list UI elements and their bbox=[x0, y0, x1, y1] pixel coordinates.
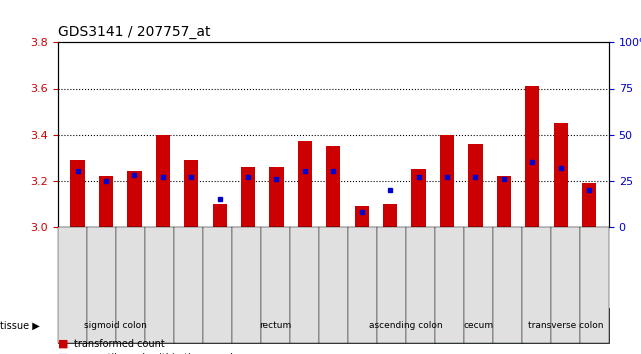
Text: cecum: cecum bbox=[463, 321, 494, 330]
Text: sigmoid colon: sigmoid colon bbox=[84, 321, 147, 330]
Text: tissue ▶: tissue ▶ bbox=[0, 321, 40, 331]
Bar bbox=[469, 144, 483, 227]
Bar bbox=[213, 204, 227, 227]
Text: rectum: rectum bbox=[259, 321, 292, 330]
Text: transverse colon: transverse colon bbox=[528, 321, 603, 330]
Bar bbox=[326, 146, 340, 227]
Bar bbox=[184, 160, 198, 227]
Bar bbox=[497, 176, 511, 227]
Text: transformed count: transformed count bbox=[74, 339, 165, 349]
Bar bbox=[269, 167, 283, 227]
Text: GDS3141 / 207757_at: GDS3141 / 207757_at bbox=[58, 25, 210, 39]
Text: percentile rank within the sample: percentile rank within the sample bbox=[74, 353, 238, 354]
Bar bbox=[128, 171, 142, 227]
Bar bbox=[582, 183, 596, 227]
Text: ■: ■ bbox=[58, 353, 68, 354]
Bar bbox=[412, 169, 426, 227]
Bar bbox=[241, 167, 255, 227]
Text: ascending colon: ascending colon bbox=[369, 321, 443, 330]
Bar bbox=[383, 204, 397, 227]
Bar bbox=[156, 135, 170, 227]
Bar bbox=[354, 206, 369, 227]
Text: ■: ■ bbox=[58, 339, 68, 349]
Bar bbox=[71, 160, 85, 227]
Bar bbox=[440, 135, 454, 227]
Bar bbox=[554, 123, 568, 227]
Bar bbox=[298, 142, 312, 227]
Bar bbox=[99, 176, 113, 227]
Bar bbox=[525, 86, 539, 227]
